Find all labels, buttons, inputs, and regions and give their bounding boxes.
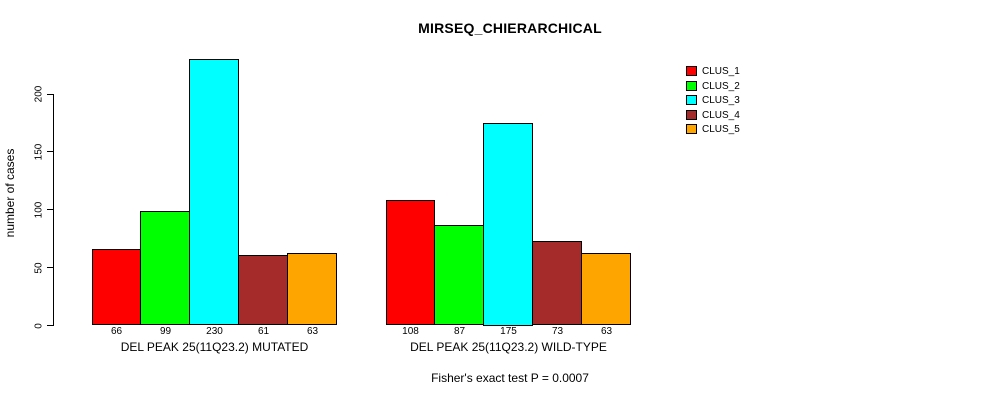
y-axis-tick-label: 150 xyxy=(33,143,45,161)
bar-clus_3-group1 xyxy=(189,59,239,326)
y-axis-tick xyxy=(47,325,53,326)
y-axis-tick xyxy=(47,267,53,269)
y-axis-tick xyxy=(47,151,53,153)
legend-label-clus_4: CLUS_4 xyxy=(702,109,740,121)
bar-clus_1-group2 xyxy=(386,200,435,326)
bar-clus_5-group2 xyxy=(581,252,631,326)
bar-clus_2-group2 xyxy=(434,224,484,326)
y-axis-tick xyxy=(47,93,53,95)
annotation-text: Fisher's exact test P = 0.0007 xyxy=(431,371,589,385)
bar-clus_4-group1 xyxy=(238,254,288,326)
bar-clus_4-group2 xyxy=(532,241,582,326)
y-axis-tick-label: 100 xyxy=(33,201,45,219)
legend-swatch-clus_5 xyxy=(686,124,697,134)
bar-value-label: 63 xyxy=(600,326,613,337)
bar-value-label: 63 xyxy=(306,326,319,337)
legend-label-clus_1: CLUS_1 xyxy=(702,66,740,77)
legend-swatch-clus_4 xyxy=(686,109,697,120)
bar-value-label: 87 xyxy=(453,326,466,337)
legend-swatch-clus_1 xyxy=(686,66,697,76)
y-axis-tick-label: 50 xyxy=(33,262,45,274)
legend-swatch-clus_3 xyxy=(686,95,697,105)
bar-clus_3-group2 xyxy=(483,122,533,326)
y-axis-label: number of cases xyxy=(3,148,17,238)
category-label: DEL PEAK 25(11Q23.2) MUTATED xyxy=(120,340,309,354)
bar-value-label: 73 xyxy=(551,326,564,337)
bar-value-label: 99 xyxy=(159,326,172,337)
category-label: DEL PEAK 25(11Q23.2) WILD-TYPE xyxy=(410,340,607,354)
bar-value-label: 108 xyxy=(402,326,419,337)
bar-clus_2-group1 xyxy=(140,210,190,326)
legend-label-clus_5: CLUS_5 xyxy=(702,124,740,135)
bar-value-label: 66 xyxy=(110,326,123,337)
legend-label-clus_2: CLUS_2 xyxy=(702,80,740,92)
bar-value-label: 61 xyxy=(257,326,270,337)
bar-clus_5-group1 xyxy=(287,252,337,326)
bar-value-label: 230 xyxy=(206,326,223,337)
chart-title: MIRSEQ_CHIERARCHICAL xyxy=(418,20,602,36)
y-axis-tick xyxy=(47,209,53,211)
bar-value-label: 175 xyxy=(500,326,517,337)
bar-clus_1-group1 xyxy=(92,249,141,326)
y-axis-line xyxy=(53,94,54,326)
legend-swatch-clus_2 xyxy=(686,80,697,91)
y-axis-tick-label: 200 xyxy=(33,85,45,103)
legend-label-clus_3: CLUS_3 xyxy=(702,95,740,106)
y-axis-tick-label: 0 xyxy=(33,322,45,329)
